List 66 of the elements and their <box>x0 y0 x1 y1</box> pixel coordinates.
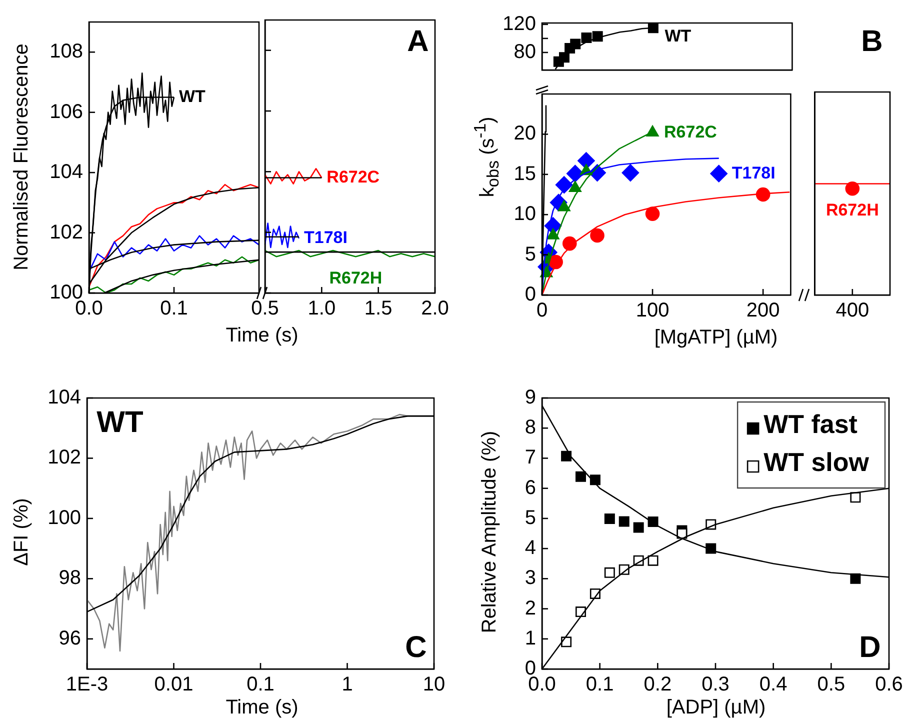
y-tick-label: 104 <box>50 161 83 184</box>
y-tick-label: 9 <box>524 386 536 409</box>
y-axis-title: Relative Amplitude (%) <box>478 430 502 634</box>
series-label: R672C <box>664 122 717 142</box>
x-tick-label: 10 <box>422 674 446 696</box>
x-tick-label: 1 <box>342 674 353 696</box>
series-label: R672H <box>329 268 382 288</box>
y-tick-label: 104 <box>48 386 81 409</box>
y-tick-label: 15 <box>514 162 536 185</box>
x-tick-label: 200 <box>746 300 780 322</box>
y-tick-label: 102 <box>50 221 83 244</box>
y-tick-label: 100 <box>48 506 81 529</box>
legend-label: WT slow <box>764 447 870 478</box>
y-tick-label: 3 <box>524 567 536 590</box>
y-tick-label: 120 <box>502 12 536 35</box>
x-tick-label: 100 <box>636 300 670 322</box>
x-tick-label: 0.3 <box>702 674 730 696</box>
y-tick-label: 1 <box>524 627 536 650</box>
y-tick-label: 7 <box>524 446 536 469</box>
y-tick-label: 98 <box>58 567 81 590</box>
x-tick-label: 0.5 <box>251 298 279 320</box>
series-label: WT <box>664 26 692 46</box>
annotation: WT <box>96 406 144 440</box>
y-tick-label: 4 <box>524 537 536 560</box>
x-axis-title: Time (s) <box>226 696 298 720</box>
x-tick-label: 1E-3 <box>66 674 108 696</box>
x-tick-label: 0.1 <box>586 674 614 696</box>
x-axis-title: Time (s) <box>226 324 298 348</box>
y-tick-label: 2 <box>524 597 536 620</box>
series-label: WT <box>179 86 206 106</box>
y-tick-label: 8 <box>524 416 536 439</box>
y-tick-label: 106 <box>50 100 83 123</box>
y-tick-label: 102 <box>48 446 81 469</box>
series-label: R672H <box>826 200 879 220</box>
x-axis-title: [MgATP] (µM) <box>654 326 778 350</box>
x-axis-title: [ADP] (µM) <box>666 696 766 720</box>
x-tick-label: 0.5 <box>817 674 846 696</box>
y-tick-label: 10 <box>514 203 536 226</box>
y-tick-label: 96 <box>58 627 81 650</box>
x-tick-label: 0.6 <box>875 674 903 696</box>
y-axis-title: ΔFI (%) <box>10 498 34 566</box>
text: B <box>861 25 883 59</box>
y-tick-label: 0 <box>524 284 536 306</box>
x-tick-label: 0.01 <box>154 674 194 696</box>
x-tick-label: 1.0 <box>308 298 336 320</box>
x-tick-label: 0.4 <box>759 674 788 696</box>
x-tick-label: 400 <box>836 300 870 322</box>
x-tick-label: 1.5 <box>364 298 392 320</box>
series-label: T178I <box>732 163 776 182</box>
y-tick-label: 5 <box>524 243 536 266</box>
annotation: C <box>405 631 427 665</box>
y-tick-label: 6 <box>524 476 536 499</box>
x-tick-label: 2.0 <box>421 298 449 320</box>
annotation: A <box>407 25 429 59</box>
series-label: R672C <box>326 167 380 186</box>
y-tick-label: 5 <box>524 506 536 529</box>
y-tick-label: 108 <box>50 40 83 63</box>
legend-label: WT fast <box>764 409 858 440</box>
y-tick-label: 80 <box>514 40 536 63</box>
x-tick-label: 0.1 <box>160 298 188 320</box>
annotation: D <box>859 631 881 665</box>
y-tick-label: 20 <box>514 122 536 145</box>
x-tick-label: 0.2 <box>644 674 672 696</box>
x-tick-label: 0.1 <box>246 674 274 696</box>
series-label: T178I <box>304 228 348 248</box>
y-axis-title: Normalised Fluorescence <box>10 44 34 270</box>
